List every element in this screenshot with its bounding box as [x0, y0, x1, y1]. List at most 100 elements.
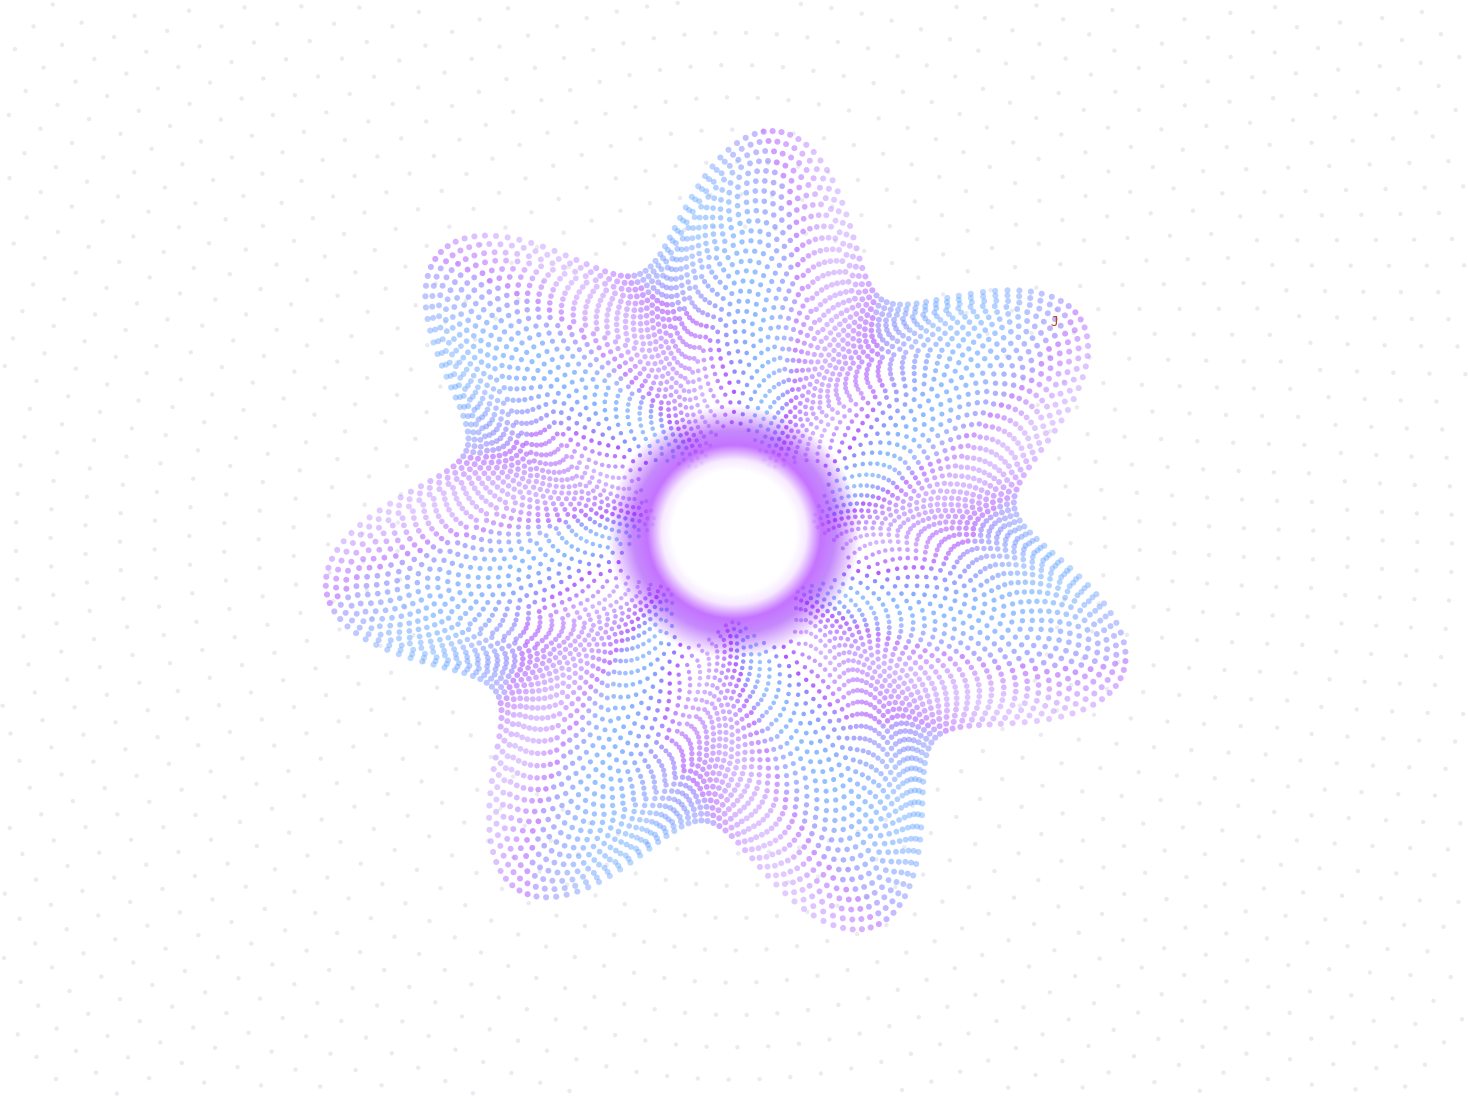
background-dot — [197, 44, 202, 49]
background-dot — [893, 884, 898, 890]
background-dot — [369, 707, 374, 712]
swirl-particle — [867, 691, 874, 698]
background-dot — [1019, 804, 1024, 809]
background-dot — [1285, 784, 1291, 789]
swirl-particle — [987, 412, 994, 418]
swirl-particle — [522, 397, 528, 403]
swirl-particle — [781, 379, 787, 385]
background-dot — [618, 208, 623, 213]
swirl-particle — [500, 400, 507, 406]
swirl-particle — [572, 506, 578, 512]
swirl-particle — [600, 744, 606, 750]
swirl-particle — [847, 626, 852, 632]
swirl-particle — [521, 375, 528, 381]
swirl-particle — [791, 650, 796, 655]
swirl-particle — [535, 298, 541, 305]
swirl-particle — [871, 520, 877, 525]
swirl-particle — [847, 724, 853, 730]
swirl-particle — [818, 352, 824, 358]
background-dot — [188, 350, 193, 355]
swirl-particle — [723, 412, 728, 417]
swirl-particle — [501, 556, 507, 562]
swirl-particle — [920, 565, 925, 570]
background-dot — [726, 1077, 731, 1082]
swirl-particle — [941, 372, 947, 378]
swirl-particle — [753, 684, 758, 690]
background-dot — [537, 869, 542, 875]
swirl-particle — [850, 576, 855, 581]
swirl-particle — [507, 448, 513, 455]
background-dot — [219, 365, 225, 370]
background-dot — [331, 599, 336, 604]
swirl-particle — [879, 382, 885, 388]
swirl-particle — [708, 347, 713, 353]
swirl-particle — [562, 507, 568, 512]
swirl-particle — [633, 375, 639, 381]
background-dot — [1060, 217, 1065, 223]
swirl-particle — [596, 735, 602, 741]
swirl-particle — [607, 641, 613, 647]
swirl-particle — [606, 736, 612, 742]
background-dot — [940, 899, 945, 904]
swirl-particle — [541, 654, 547, 660]
swirl-particle — [620, 464, 625, 469]
swirl-particle — [949, 525, 955, 531]
swirl-particle — [900, 332, 906, 339]
swirl-particle — [604, 579, 610, 584]
background-dot — [117, 539, 123, 544]
swirl-particle — [613, 464, 618, 469]
swirl-particle — [533, 465, 540, 472]
swirl-particle — [670, 760, 677, 766]
swirl-particle — [709, 719, 715, 725]
swirl-particle — [687, 343, 693, 350]
swirl-particle — [614, 599, 619, 605]
swirl-particle — [934, 393, 940, 399]
swirl-particle — [876, 495, 881, 501]
swirl-particle — [695, 368, 701, 374]
swirl-particle — [565, 833, 572, 840]
swirl-particle — [729, 261, 735, 268]
background-dot — [144, 49, 149, 54]
swirl-particle — [684, 310, 690, 317]
swirl-particle — [605, 517, 610, 522]
background-dot — [774, 32, 779, 37]
swirl-particle — [734, 648, 740, 653]
swirl-particle — [815, 344, 821, 351]
swirl-particle — [846, 609, 851, 614]
swirl-particle — [826, 482, 831, 487]
swirl-particle — [573, 431, 579, 436]
swirl-particle — [1008, 580, 1014, 586]
swirl-particle — [809, 709, 815, 715]
swirl-particle — [638, 512, 644, 518]
background-dot — [992, 868, 997, 874]
swirl-particle — [569, 379, 575, 385]
swirl-particle — [729, 360, 734, 365]
swirl-particle — [854, 677, 860, 683]
swirl-particle — [690, 369, 696, 375]
swirl-particle — [845, 702, 851, 708]
swirl-particle — [840, 327, 847, 334]
background-dot — [208, 837, 214, 842]
swirl-particle — [569, 544, 574, 549]
background-dot — [165, 317, 170, 322]
swirl-particle — [886, 526, 892, 532]
swirl-particle — [879, 354, 885, 360]
swirl-particle — [625, 714, 631, 720]
swirl-particle — [799, 285, 805, 292]
swirl-particle — [1048, 618, 1054, 624]
swirl-particle — [512, 500, 518, 506]
swirl-particle — [538, 561, 543, 567]
background-dot — [1159, 992, 1164, 997]
swirl-particle — [496, 306, 502, 313]
swirl-particle — [761, 458, 767, 463]
swirl-particle — [656, 387, 662, 393]
background-dot — [1081, 238, 1087, 243]
swirl-particle — [705, 651, 710, 656]
background-dot — [836, 1002, 841, 1008]
swirl-particle — [811, 519, 817, 524]
swirl-particle — [573, 732, 579, 739]
background-dot — [1056, 456, 1062, 461]
swirl-particle — [746, 777, 753, 784]
swirl-particle — [653, 458, 658, 463]
swirl-particle — [535, 306, 541, 312]
